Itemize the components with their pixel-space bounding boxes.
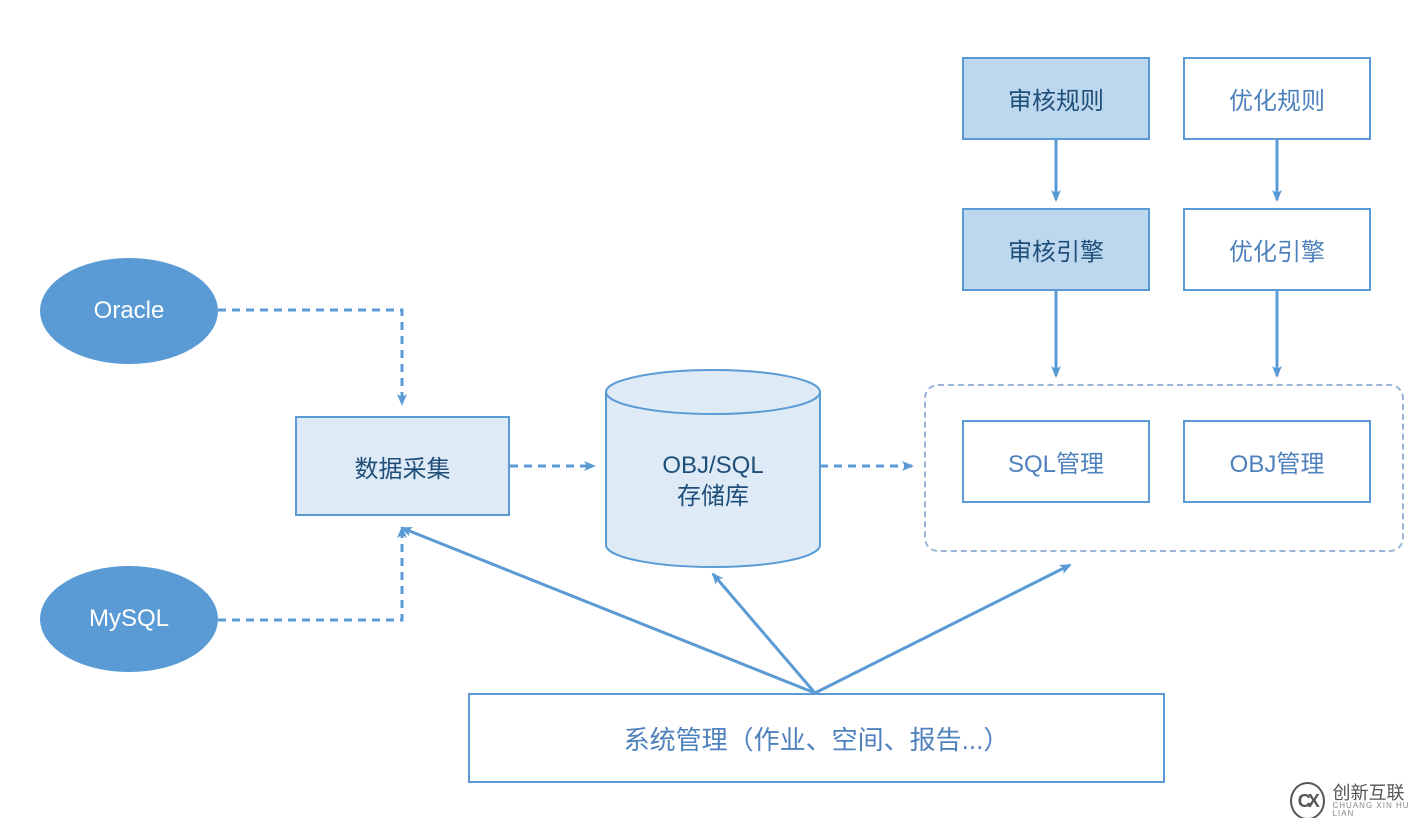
storage-label-2: 存储库: [677, 481, 749, 512]
mysql-to-collect: [218, 528, 402, 620]
sql-mgmt-label: SQL管理: [1008, 444, 1104, 479]
opt-rule-label: 优化规则: [1229, 81, 1325, 116]
audit-rule-label: 审核规则: [1008, 81, 1104, 116]
watermark: CX 创新互联 CHUANG XIN HU LIAN: [1290, 782, 1424, 818]
sysmgmt-node: 系统管理（作业、空间、报告...）: [468, 693, 1165, 783]
audit-engine-node: 审核引擎: [962, 208, 1150, 291]
storage-label-1: OBJ/SQL: [662, 450, 763, 481]
obj-mgmt-label: OBJ管理: [1230, 444, 1325, 479]
obj-mgmt-node: OBJ管理: [1183, 420, 1371, 503]
mysql-node: MySQL: [40, 566, 218, 672]
oracle-node: Oracle: [40, 258, 218, 364]
mysql-label: MySQL: [89, 605, 169, 633]
opt-rule-node: 优化规则: [1183, 57, 1371, 140]
collect-node: 数据采集: [295, 416, 510, 516]
sys-to-collect: [402, 528, 815, 693]
watermark-main: 创新互联: [1333, 784, 1424, 802]
opt-engine-node: 优化引擎: [1183, 208, 1371, 291]
audit-rule-node: 审核规则: [962, 57, 1150, 140]
collect-label: 数据采集: [355, 449, 451, 484]
watermark-sub: CHUANG XIN HU LIAN: [1333, 802, 1424, 818]
sysmgmt-label: 系统管理（作业、空间、报告...）: [624, 720, 1010, 757]
sql-mgmt-node: SQL管理: [962, 420, 1150, 503]
sys-to-storage: [713, 574, 815, 693]
opt-engine-label: 优化引擎: [1229, 232, 1325, 267]
storage-node: OBJ/SQL 存储库: [606, 420, 820, 542]
oracle-to-collect: [218, 310, 402, 404]
oracle-label: Oracle: [94, 297, 165, 325]
audit-engine-label: 审核引擎: [1008, 232, 1104, 267]
watermark-logo: CX: [1290, 782, 1325, 818]
sys-to-container: [815, 565, 1070, 693]
